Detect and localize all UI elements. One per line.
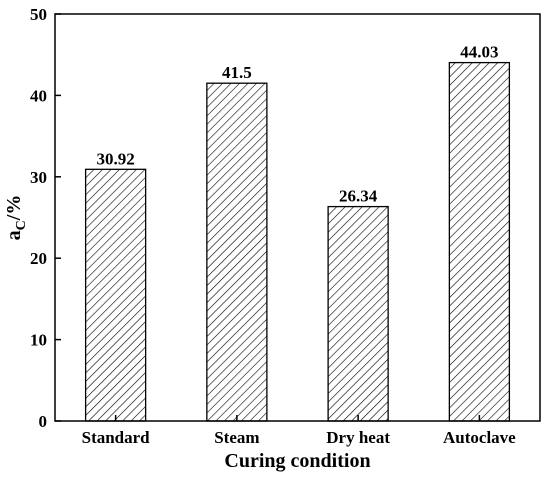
ticks-layer: 0 10 20 30 40 50 Standard Steam Dry heat Autoclav… [30,5,516,447]
y-axis-title-main: a [3,230,25,240]
y-tick-label-10: 10 [30,331,47,350]
x-tick-label-autoclave: Autoclave [443,428,516,447]
y-tick-label-0: 0 [39,412,48,431]
bar-autoclave [448,61,511,422]
y-axis-title: aC/% [3,195,29,241]
y-tick-label-40: 40 [30,86,47,105]
bar-dry-heat [327,205,389,422]
y-tick-label-20: 20 [30,249,47,268]
x-tick-label-steam: Steam [214,428,259,447]
data-label-autoclave: 44.03 [460,43,498,62]
bar-standard [84,168,147,422]
y-tick-label-30: 30 [30,168,47,187]
y-tick-label-50: 50 [30,5,47,24]
data-label-steam: 41.5 [222,63,252,82]
data-label-dry-heat: 26.34 [339,187,378,206]
y-axis-title-suffix: /% [3,195,25,222]
x-axis-title: Curing condition [224,450,370,472]
bars-layer: 30.92 41.5 26.34 44.03 [84,43,511,422]
data-label-standard: 30.92 [97,149,135,168]
plot-frame [54,13,541,422]
y-axis-title-subscript: C [14,220,29,230]
bar-steam [206,82,268,422]
x-tick-label-dry-heat: Dry heat [326,428,390,447]
x-tick-label-standard: Standard [82,428,151,447]
